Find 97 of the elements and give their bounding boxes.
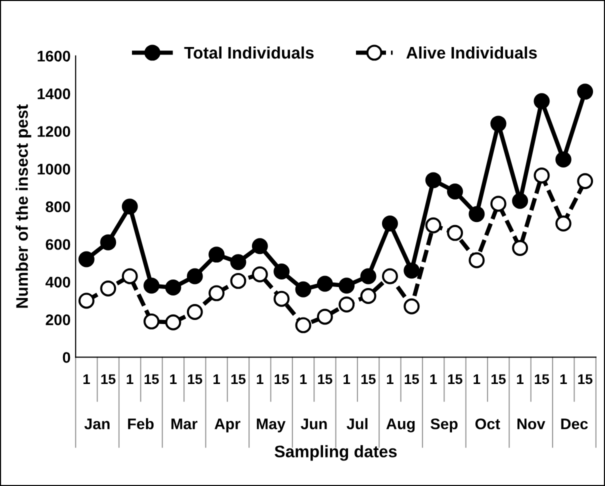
point <box>144 313 160 330</box>
point <box>208 246 225 263</box>
point <box>468 252 485 268</box>
point <box>316 308 333 325</box>
y-tick-label: 1200 <box>38 126 70 137</box>
text: Jan <box>84 418 110 430</box>
point <box>316 276 333 292</box>
legend-label: Alive Individuals <box>406 46 537 59</box>
point <box>382 216 398 232</box>
point <box>78 251 94 268</box>
x-tick-label: 15 <box>231 374 246 384</box>
point <box>555 216 572 232</box>
y-tick-label: 400 <box>46 276 70 288</box>
point <box>338 278 355 294</box>
point <box>404 262 420 279</box>
x-tick-label: 1 <box>430 374 437 384</box>
x-tick-label: 15 <box>492 374 506 384</box>
point <box>295 281 312 298</box>
point <box>468 206 485 222</box>
point <box>382 268 398 284</box>
x-tick-label: 1 <box>170 374 177 384</box>
x-tick-label: 1 <box>386 374 394 384</box>
point <box>534 167 550 184</box>
point <box>577 84 594 100</box>
point <box>100 234 116 250</box>
point <box>425 172 442 188</box>
point <box>165 314 182 330</box>
point <box>274 264 290 280</box>
point <box>122 198 138 215</box>
point <box>252 238 268 254</box>
x-tick-label: 15 <box>448 374 462 384</box>
x-tick-label: 15 <box>534 374 550 384</box>
y-axis-title: Number of the insect pest <box>16 104 32 308</box>
point <box>208 285 225 302</box>
y-tick-label: 800 <box>46 201 70 212</box>
point <box>360 288 376 304</box>
text: Mar <box>171 418 198 430</box>
x-tick-label: 15 <box>274 374 289 384</box>
text: Dec <box>561 418 588 430</box>
point <box>490 196 506 212</box>
x-tick-label: 1 <box>344 374 350 384</box>
point <box>165 280 182 296</box>
x-tick-label: 15 <box>101 374 116 384</box>
point <box>360 268 376 284</box>
point <box>425 217 442 234</box>
point <box>447 224 463 241</box>
point <box>295 317 312 334</box>
text: Feb <box>128 418 154 430</box>
x-tick-label: 1 <box>214 374 220 384</box>
point <box>78 292 94 309</box>
point <box>512 192 528 209</box>
point <box>100 280 116 296</box>
point <box>338 296 355 312</box>
x-tick-label: 15 <box>404 374 419 384</box>
x-tick-label: 1 <box>474 374 480 384</box>
x-tick-label: 15 <box>188 374 202 384</box>
point <box>555 151 572 168</box>
point <box>447 183 463 200</box>
text: Oct <box>475 418 500 430</box>
point <box>404 298 420 314</box>
x-axis-title: Sampling dates <box>274 445 397 461</box>
text: Sep <box>430 418 458 432</box>
point <box>534 93 550 110</box>
point <box>274 290 290 307</box>
point <box>144 278 160 294</box>
y-tick-label: 600 <box>46 239 70 250</box>
x-tick-label: 15 <box>318 374 332 384</box>
x-tick-label: 1 <box>517 374 524 384</box>
y-tick-label: 1400 <box>38 88 70 100</box>
text: May <box>256 418 286 432</box>
y-tick-label: 200 <box>46 314 70 326</box>
y-tick-label: 1600 <box>38 50 70 62</box>
x-tick-label: 1 <box>83 374 90 384</box>
point <box>186 268 203 284</box>
x-tick-label: 15 <box>361 374 376 384</box>
text: Jun <box>300 418 327 430</box>
point <box>512 240 528 256</box>
point <box>252 266 268 282</box>
x-tick-label: 1 <box>300 374 307 384</box>
x-tick-label: 1 <box>560 374 567 384</box>
x-tick-label: 15 <box>144 374 159 384</box>
text: Jul <box>346 418 368 430</box>
point <box>230 272 246 289</box>
point <box>186 304 203 320</box>
y-tick-label: 0 <box>62 352 70 363</box>
text: Aug <box>386 418 415 432</box>
point <box>490 116 506 132</box>
x-tick-label: 15 <box>578 374 592 384</box>
point <box>577 173 594 190</box>
y-tick-label: 1000 <box>38 164 70 175</box>
x-tick-label: 1 <box>256 374 264 384</box>
point <box>122 268 138 284</box>
text: Apr <box>214 418 240 432</box>
text: Nov <box>517 418 546 430</box>
point <box>230 254 246 270</box>
x-tick-label: 1 <box>126 374 134 384</box>
legend-label: Total Individuals <box>184 46 314 59</box>
